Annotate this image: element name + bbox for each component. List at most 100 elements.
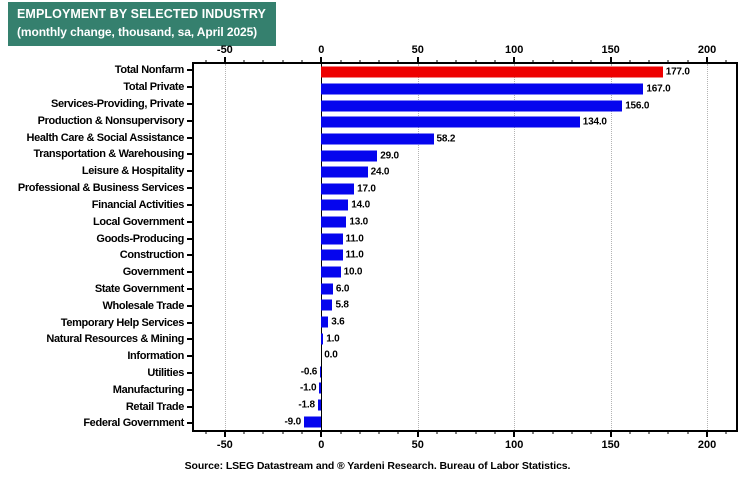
value-label: 6.0 — [335, 283, 350, 295]
category-label: Manufacturing — [112, 383, 185, 396]
bar — [321, 166, 368, 178]
category-row: Wholesale Trade — [0, 297, 192, 314]
bar-row: 29.0 — [194, 147, 736, 164]
gridline — [610, 64, 612, 430]
category-tick — [187, 355, 192, 358]
axis-tick — [687, 431, 689, 434]
category-tick — [187, 86, 192, 89]
category-label: Retail Trade — [125, 400, 185, 413]
category-label: State Government — [94, 282, 185, 295]
bar-row: 0.0 — [194, 347, 736, 364]
axis-tick — [552, 431, 554, 434]
axis-tick-label: 150 — [601, 439, 620, 451]
category-tick — [187, 287, 192, 290]
bar — [317, 399, 322, 411]
category-tick — [187, 372, 192, 375]
category-label: Production & Nonsupervisory — [37, 114, 185, 127]
axis-tick — [301, 60, 303, 63]
axis-tick — [725, 60, 727, 63]
axis-tick — [301, 431, 303, 434]
axis-tick — [243, 60, 245, 63]
category-tick — [187, 103, 192, 106]
axis-tick — [320, 57, 323, 63]
value-label: 17.0 — [357, 183, 376, 195]
axis-tick — [282, 431, 284, 434]
bar-row: 13.0 — [194, 214, 736, 231]
value-label: 13.0 — [349, 216, 369, 228]
chart-subtitle: (monthly change, thousand, sa, April 202… — [17, 24, 258, 39]
value-label: 5.8 — [335, 299, 349, 311]
bar-row: -1.0 — [194, 380, 736, 397]
category-label: Government — [122, 266, 185, 279]
axis-tick-label: 0 — [318, 44, 325, 56]
category-tick — [187, 338, 192, 341]
bar-row: -0.6 — [194, 364, 736, 381]
category-tick — [187, 170, 192, 173]
axis-tick-label: 150 — [601, 44, 620, 56]
bar — [321, 66, 663, 78]
bar — [319, 382, 322, 394]
value-label: 134.0 — [582, 116, 607, 128]
bar — [321, 299, 333, 311]
axis-tick — [243, 431, 245, 434]
axis-tick — [205, 60, 207, 63]
category-row: Information — [0, 348, 192, 365]
plot-frame: 177.0 167.0 156.0 134.0 58.2 29.0 24.0 17.0 14.0… — [192, 44, 738, 451]
axis-tick — [397, 60, 399, 63]
bar — [321, 216, 347, 228]
category-label: Transportation & Warehousing — [33, 148, 184, 161]
bar — [321, 116, 580, 128]
axis-tick — [340, 431, 342, 434]
bar — [321, 199, 349, 211]
category-row: Production & Nonsupervisory — [0, 112, 192, 129]
axis-tick — [667, 60, 669, 63]
bar-row: 134.0 — [194, 114, 736, 131]
bar-row: 58.2 — [194, 131, 736, 148]
category-row: Transportation & Warehousing — [0, 146, 192, 163]
category-row: Federal Government — [0, 415, 192, 432]
axis-tick — [262, 60, 264, 63]
axis-tick — [609, 431, 612, 437]
bar-row: 156.0 — [194, 97, 736, 114]
category-row: State Government — [0, 281, 192, 298]
category-label: Professional & Business Services — [17, 182, 184, 195]
bar — [321, 283, 333, 295]
axis-tick — [320, 431, 323, 437]
axis-tick — [648, 431, 650, 434]
axis-tick — [706, 431, 709, 437]
value-label: 14.0 — [351, 199, 370, 211]
axis-tick-label: 200 — [697, 44, 717, 56]
axis-tick — [513, 431, 516, 437]
x-axis-bottom — [194, 430, 736, 437]
category-tick — [187, 422, 192, 425]
axis-tick — [340, 60, 342, 63]
value-label: 11.0 — [345, 249, 364, 261]
bar — [321, 266, 341, 278]
axis-tick — [609, 57, 612, 63]
category-label: Health Care & Social Assistance — [26, 131, 185, 144]
bar-row: 17.0 — [194, 180, 736, 197]
category-label: Natural Resources & Mining — [46, 333, 184, 346]
axis-tick-label: 0 — [318, 439, 325, 451]
category-row: Local Government — [0, 213, 192, 230]
bar-row: -1.8 — [194, 397, 736, 414]
bar — [303, 416, 322, 428]
bar-row: 10.0 — [194, 264, 736, 281]
category-row: Services-Providing, Private — [0, 96, 192, 113]
axis-tick — [590, 60, 592, 63]
bar-row: 6.0 — [194, 280, 736, 297]
axis-tick — [648, 60, 650, 63]
axis-tick — [416, 431, 419, 437]
bar-row: 5.8 — [194, 297, 736, 314]
category-tick — [187, 388, 192, 391]
category-row: Government — [0, 264, 192, 281]
category-axis: Total Nonfarm Total Private Services-Provi… — [0, 62, 192, 432]
axis-tick — [436, 431, 438, 434]
category-label: Local Government — [93, 215, 184, 228]
value-label: -9.0 — [284, 416, 302, 428]
axis-tick — [205, 431, 207, 434]
axis-tick — [378, 60, 380, 63]
axis-tick — [494, 60, 496, 63]
source-note: Source: LSEG Datastream and ® Yardeni Re… — [184, 460, 571, 472]
